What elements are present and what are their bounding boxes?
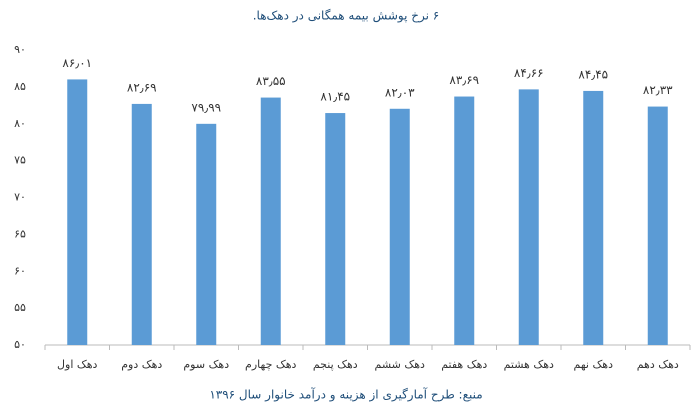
value-label: ۸۲٫۶۹ bbox=[127, 80, 157, 94]
value-label: ۸۴٫۶۶ bbox=[514, 66, 544, 80]
x-tick-label: دهک پنجم bbox=[313, 358, 358, 371]
value-label: ۸۳٫۶۹ bbox=[449, 73, 479, 87]
x-tick-label: دهک اول bbox=[57, 358, 98, 371]
x-tick-label: دهک چهارم bbox=[245, 358, 296, 371]
bar bbox=[389, 108, 410, 345]
bar bbox=[131, 103, 152, 345]
x-tick-label: دهک هفتم bbox=[441, 358, 487, 371]
bar bbox=[454, 96, 475, 345]
y-tick-label: ۵۰ bbox=[14, 338, 26, 351]
value-label: ۸۲٫۳۳ bbox=[643, 83, 673, 97]
bar bbox=[260, 97, 281, 345]
bar bbox=[67, 79, 88, 346]
chart-source: منبع: طرح آمارگیری از هزینه و درآمد خانو… bbox=[209, 387, 482, 403]
x-tick-label: دهک دهم bbox=[637, 358, 679, 371]
x-tick-label: دهک ششم bbox=[375, 358, 425, 371]
value-label: ۸۶٫۰۱ bbox=[62, 56, 92, 70]
bar bbox=[583, 90, 604, 346]
y-tick-label: ۹۰ bbox=[14, 43, 26, 56]
y-tick-label: ۷۵ bbox=[14, 154, 26, 167]
bar bbox=[196, 123, 217, 345]
value-label: ۷۹٫۹۹ bbox=[191, 100, 221, 114]
y-tick-label: ۵۵ bbox=[14, 301, 26, 314]
value-label: ۸۲٫۰۳ bbox=[385, 85, 415, 99]
x-tick-label: دهک هشتم bbox=[504, 358, 554, 371]
y-tick-label: ۶۵ bbox=[14, 227, 26, 240]
bar bbox=[647, 106, 668, 345]
bar bbox=[518, 89, 539, 345]
x-tick-label: دهک نهم bbox=[574, 358, 614, 371]
y-tick-label: ۶۰ bbox=[14, 264, 26, 277]
x-tick-label: دهک دوم bbox=[121, 358, 162, 371]
bar bbox=[325, 113, 346, 346]
chart-title: ۶ نرخ پوشش بیمه همگانی در دهک‌ها. bbox=[253, 9, 440, 24]
y-tick-label: ۸۰ bbox=[14, 117, 26, 130]
y-tick-label: ۸۵ bbox=[14, 80, 26, 93]
x-tick-label: دهک سوم bbox=[183, 358, 229, 371]
y-tick-label: ۷۰ bbox=[14, 191, 26, 204]
value-label: ۸۱٫۴۵ bbox=[320, 90, 350, 104]
value-label: ۸۳٫۵۵ bbox=[256, 74, 286, 88]
value-label: ۸۴٫۴۵ bbox=[578, 67, 608, 81]
